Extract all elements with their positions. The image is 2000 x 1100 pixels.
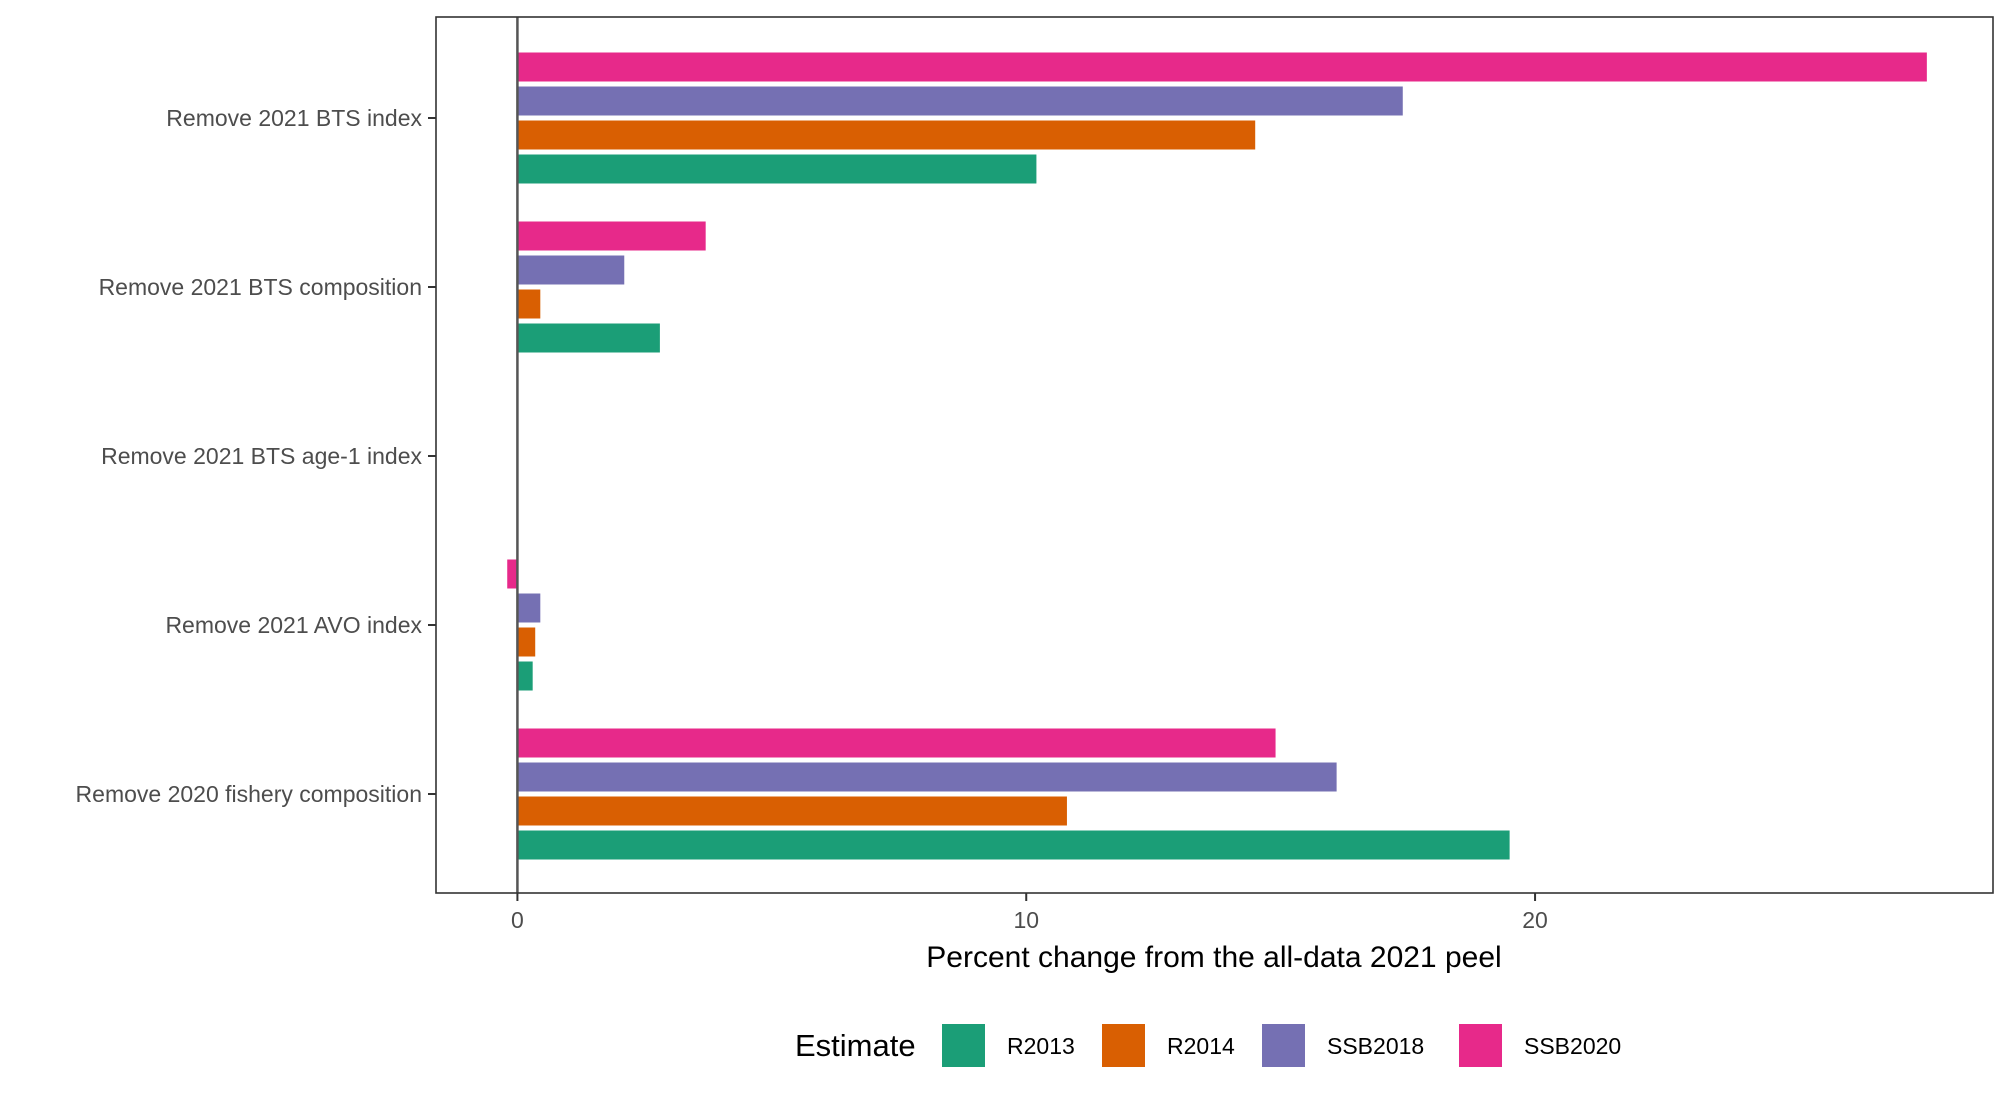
legend-swatch-ssb2018 (1262, 1024, 1305, 1067)
bar-r2013-5 (517, 830, 1510, 860)
bar-r2014-4 (517, 627, 536, 657)
legend-swatch-r2014 (1102, 1024, 1145, 1067)
legend-label-r2014: R2014 (1167, 1033, 1235, 1059)
y-axis: Remove 2021 BTS index Remove 2021 BTS com… (76, 105, 436, 807)
x-tick-label: 20 (1522, 907, 1548, 933)
y-tick-label: Remove 2021 BTS composition (99, 274, 422, 300)
legend: Estimate R2013 R2014 SSB2018 SSB2020 (795, 1024, 1621, 1067)
y-tick-label: Remove 2021 BTS age-1 index (101, 443, 422, 469)
bars-layer (507, 52, 1927, 860)
legend-label-ssb2018: SSB2018 (1327, 1033, 1424, 1059)
legend-swatch-r2013 (942, 1024, 985, 1067)
y-tick-label: Remove 2021 AVO index (165, 612, 422, 638)
bar-ssb2018-4 (517, 593, 541, 623)
bar-ssb2018-5 (517, 762, 1337, 792)
bar-r2014-5 (517, 796, 1067, 826)
x-tick-label: 0 (511, 907, 524, 933)
legend-label-r2013: R2013 (1007, 1033, 1075, 1059)
x-tick-label: 10 (1013, 907, 1039, 933)
x-axis-title: Percent change from the all-data 2021 pe… (926, 941, 1501, 974)
bar-r2014-2 (517, 289, 541, 319)
bar-r2014-1 (517, 120, 1256, 150)
x-axis: 0 10 20 (511, 893, 1548, 933)
legend-title: Estimate (795, 1028, 916, 1063)
legend-label-ssb2020: SSB2020 (1524, 1033, 1621, 1059)
y-tick-label: Remove 2021 BTS index (166, 105, 422, 131)
bar-ssb2018-1 (517, 86, 1403, 116)
bar-ssb2020-5 (517, 728, 1276, 758)
bar-r2013-1 (517, 154, 1037, 184)
bar-ssb2018-2 (517, 255, 625, 285)
bar-r2013-2 (517, 323, 660, 353)
bar-ssb2020-4 (507, 559, 518, 589)
bar-r2013-4 (517, 661, 533, 691)
y-tick-label: Remove 2020 fishery composition (76, 781, 422, 807)
bar-ssb2020-2 (517, 221, 706, 251)
legend-swatch-ssb2020 (1459, 1024, 1502, 1067)
bar-ssb2020-1 (517, 52, 1927, 82)
